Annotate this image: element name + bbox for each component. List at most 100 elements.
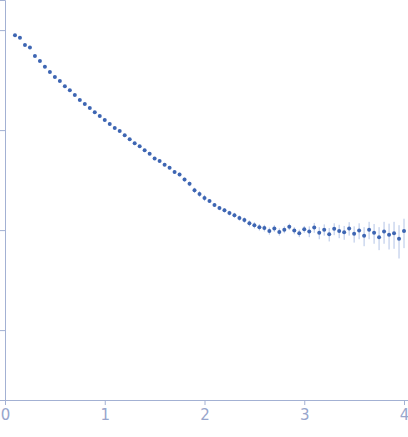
y-tick-mark [0,330,5,331]
point [272,226,276,230]
point [68,88,72,92]
y-tick-mark [0,130,5,131]
y-tick [0,330,5,331]
point [133,141,137,145]
x-tick: 0 [1,400,11,424]
point [217,206,221,210]
point [108,122,112,126]
error-bar [394,222,395,249]
x-tick: 3 [300,400,310,424]
y-axis [0,1,6,401]
point [277,230,281,234]
point [163,163,167,167]
point [88,106,92,110]
point [347,226,351,230]
point [18,36,22,40]
y-tick [0,230,5,231]
point [63,84,67,88]
point [123,133,127,137]
point [193,188,197,192]
point [267,229,271,233]
y-tick [0,130,5,131]
chart: 0 1 2 3 4 [0,0,408,437]
point [302,227,306,231]
point [207,199,211,203]
x-tick: 2 [200,400,210,424]
point [118,129,122,133]
point [312,226,316,230]
point [357,229,361,233]
x-tick-label: 1 [100,406,110,424]
point [28,45,32,49]
point [43,65,47,69]
point [113,126,117,130]
x-tick-label: 0 [1,406,11,424]
point [198,192,202,196]
point [397,237,401,241]
x-axis: 0 1 2 3 4 [1,400,408,424]
point [138,144,142,148]
point [158,159,162,163]
plot-area: 0 1 2 3 4 [0,1,408,424]
x-tick-mark [105,400,106,405]
x-tick-label: 4 [400,406,408,424]
point [287,225,291,229]
y-tick-mark [0,230,5,231]
x-tick-mark [304,400,305,405]
point [73,93,77,97]
point [237,216,241,220]
x-tick-mark [205,400,206,405]
point [173,170,177,174]
point [282,228,286,232]
point [78,98,82,102]
point [242,218,246,222]
point [322,228,326,232]
point [93,110,97,114]
point [183,178,187,182]
point [148,152,152,156]
x-tick-label: 3 [300,406,310,424]
point [83,102,87,106]
point [382,229,386,233]
point [342,230,346,234]
point [367,228,371,232]
point [153,157,157,161]
point [362,234,366,238]
point [317,231,321,235]
point [387,233,391,237]
point [392,231,396,235]
point [257,225,261,229]
point [307,229,311,233]
point [222,208,226,212]
point [188,182,192,186]
point [103,118,107,122]
x-tick: 1 [100,400,110,424]
point [402,229,406,233]
point [247,221,251,225]
x-tick: 4 [400,400,408,424]
point [203,196,207,200]
point [292,229,296,233]
point [38,59,42,63]
point [252,223,256,227]
point [327,232,331,236]
point [262,226,266,230]
point [178,172,182,176]
point [332,227,336,231]
point [48,70,52,74]
point [212,203,216,207]
error-bar [399,225,400,258]
y-axis-line [0,1,6,401]
x-tick-label: 2 [200,406,210,424]
point [297,231,301,235]
point [58,79,62,83]
point [98,114,102,118]
x-axis-line [6,401,408,406]
point [143,148,147,152]
point [232,213,236,217]
point [352,232,356,236]
y-tick [0,30,5,31]
x-tick-mark [404,400,405,405]
data-points [13,33,406,258]
point [128,137,132,141]
